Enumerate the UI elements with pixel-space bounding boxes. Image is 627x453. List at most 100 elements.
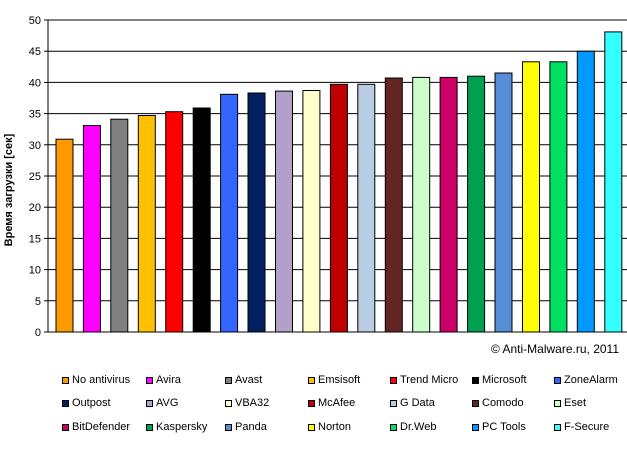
- credit-text: © Anti-Malware.ru, 2011: [490, 342, 619, 356]
- legend-label: Trend Micro: [400, 374, 459, 386]
- bar: Trend Micro: 35.3: [165, 111, 184, 333]
- bar: Comodo: 40.7: [384, 77, 403, 333]
- legend-swatch: [554, 423, 561, 431]
- bar: BitDefender: 40.8: [439, 76, 458, 333]
- legend-swatch: [62, 423, 69, 431]
- y-axis-ticks: 0 5 10 15 20 25 30 35 40 45 50: [29, 15, 48, 339]
- legend-label: Kaspersky: [156, 421, 208, 433]
- legend-swatch: [554, 399, 561, 407]
- legend-swatch: [308, 376, 315, 384]
- legend-item: BitDefender: [62, 421, 130, 433]
- legend-item: Emsisoft: [308, 374, 360, 386]
- legend-label: BitDefender: [72, 421, 131, 433]
- legend-item: PC Tools: [472, 421, 526, 433]
- bar: Microsoft: 35.9: [192, 107, 211, 333]
- bar: AVG: 38.6: [275, 90, 293, 333]
- legend-item: G Data: [390, 397, 435, 409]
- y-tick-label: 35: [29, 109, 41, 121]
- legend-item: Outpost: [62, 397, 111, 409]
- legend-swatch: [225, 376, 232, 384]
- legend-label: Outpost: [72, 397, 111, 409]
- y-axis-label: Время загрузки [сек]: [3, 133, 15, 246]
- legend-swatch: [390, 399, 397, 407]
- legend-swatch: [225, 423, 232, 431]
- y-tick-label: 15: [29, 233, 41, 245]
- bar: F-Secure: 48.1: [604, 31, 623, 333]
- bar: Norton: 43.3: [522, 61, 540, 333]
- legend-item: F-Secure: [554, 421, 609, 433]
- legend-item: Trend Micro: [390, 374, 458, 386]
- legend-item: No antivirus: [62, 374, 130, 386]
- legend-swatch: [554, 376, 561, 384]
- legend-swatch: [308, 423, 315, 431]
- y-tick-label: 30: [29, 140, 41, 152]
- legend-swatch: [472, 423, 479, 431]
- y-tick-label: 10: [29, 265, 41, 277]
- legend-swatch: [146, 376, 153, 384]
- legend-label: ZoneAlarm: [564, 374, 618, 386]
- bar: McAfee: 39.7: [329, 83, 348, 333]
- legend-item: Eset: [554, 397, 586, 409]
- legend-swatch: [62, 376, 69, 384]
- legend-item: Microsoft: [472, 374, 527, 386]
- bar: G Data: 39.7: [357, 83, 376, 333]
- legend-swatch: [225, 399, 232, 407]
- bar: VBA32: 38.7: [302, 90, 321, 333]
- legend-label: Avast: [235, 374, 263, 386]
- legend-item: AVG: [146, 397, 178, 409]
- legend-label: Avira: [156, 374, 181, 386]
- legend-label: Comodo: [482, 397, 524, 409]
- legend-label: Eset: [564, 397, 587, 409]
- bar-chart: 0 5 10 15 20 25 30 35 40 45 50 No antivirus: 30.9 A…: [3, 15, 627, 339]
- y-tick-label: 5: [35, 296, 41, 308]
- bar: Panda: 41.5: [494, 72, 513, 333]
- legend-label: Microsoft: [482, 374, 527, 386]
- bar: Outpost: 38.3: [247, 92, 266, 333]
- y-tick-label: 20: [29, 202, 41, 214]
- bar: Emsisoft: 34.7: [137, 115, 156, 333]
- legend-label: Dr.Web: [400, 421, 437, 433]
- bars: No antivirus: 30.9 Avira: 33.1 Avast: 34.1…: [55, 31, 623, 333]
- legend-swatch: [62, 399, 69, 407]
- legend-item: Kaspersky: [146, 421, 207, 433]
- y-tick-label: 45: [29, 46, 41, 58]
- legend-item: Panda: [225, 421, 267, 433]
- legend-swatch: [308, 399, 315, 407]
- legend-label: AVG: [156, 397, 179, 409]
- bar: ZoneAlarm: 38.1: [220, 93, 239, 333]
- bar: Kaspersky: 41: [467, 75, 486, 333]
- legend-item: ZoneAlarm: [554, 374, 618, 386]
- legend-item: Avira: [146, 374, 181, 386]
- legend-swatch: [390, 423, 397, 431]
- legend-item: Comodo: [472, 397, 524, 409]
- legend-label: No antivirus: [72, 374, 131, 386]
- legend-label: Panda: [235, 421, 267, 433]
- legend-swatch: [472, 376, 479, 384]
- legend-label: VBA32: [235, 397, 270, 409]
- legend-swatch: [146, 399, 153, 407]
- legend-swatch: [146, 423, 153, 431]
- y-tick-label: 0: [35, 327, 41, 339]
- legend-label: F-Secure: [564, 421, 610, 433]
- legend-label: McAfee: [318, 397, 356, 409]
- legend-swatch: [472, 399, 479, 407]
- y-tick-label: 50: [29, 15, 41, 27]
- bar: Dr.Web: 43.3: [549, 61, 568, 333]
- legend-item: McAfee: [308, 397, 355, 409]
- legend-item: Dr.Web: [390, 421, 436, 433]
- legend-item: VBA32: [225, 397, 269, 409]
- legend-item: Avast: [225, 374, 262, 386]
- legend-label: PC Tools: [482, 421, 526, 433]
- legend-label: G Data: [400, 397, 435, 409]
- bar: Eset: 40.8: [412, 76, 431, 333]
- legend-item: Norton: [308, 421, 351, 433]
- legend-label: Norton: [318, 421, 352, 433]
- y-tick-label: 40: [29, 77, 41, 89]
- legend-label: Emsisoft: [318, 374, 361, 386]
- bar: No antivirus: 30.9: [55, 138, 74, 333]
- bar: PC Tools: 45: [576, 50, 595, 333]
- y-tick-label: 25: [29, 171, 41, 183]
- bar: Avira: 33.1: [82, 125, 101, 333]
- bar: Avast: 34.1: [110, 118, 129, 333]
- legend-swatch: [390, 376, 397, 384]
